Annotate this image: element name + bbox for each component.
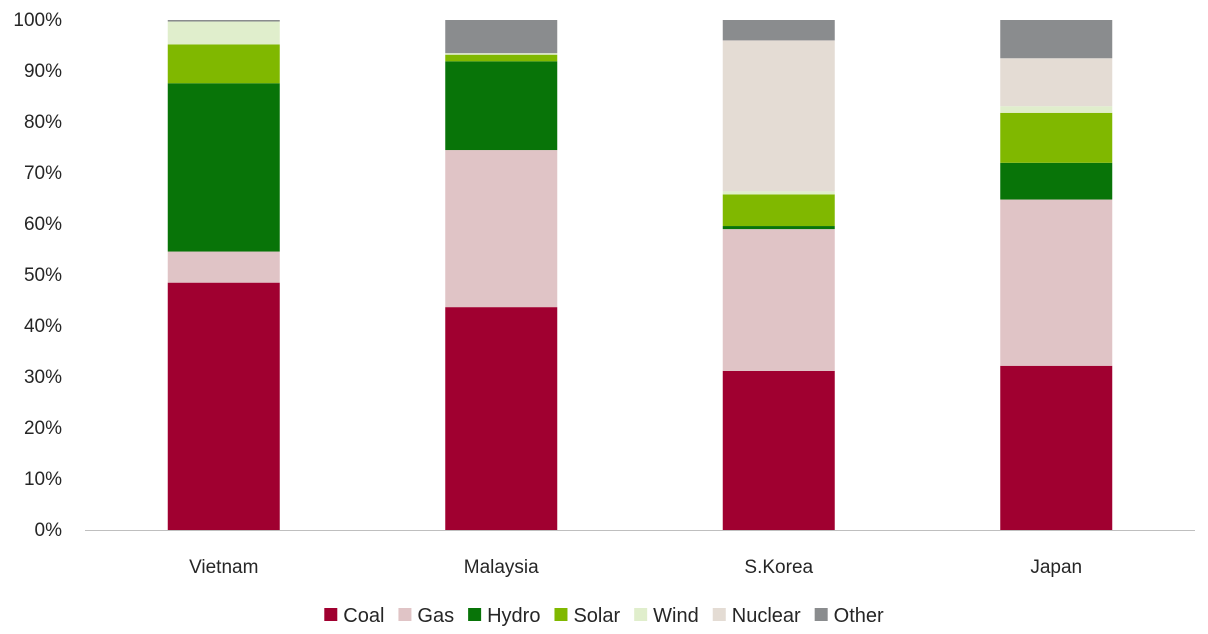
y-tick-label: 60% xyxy=(24,214,62,235)
y-tick-label: 20% xyxy=(24,418,62,439)
bar-segment-hydro xyxy=(445,61,558,151)
bar-stack-japan xyxy=(1000,20,1113,530)
bar-segment-wind xyxy=(722,191,835,195)
legend-item-solar: Solar xyxy=(554,605,621,627)
legend-item-wind: Wind xyxy=(634,605,699,627)
y-tick-label: 100% xyxy=(13,10,62,31)
x-tick-label: Malaysia xyxy=(464,557,539,578)
y-tick-label: 90% xyxy=(24,61,62,82)
bar-segment-coal xyxy=(445,307,558,530)
y-tick-label: 80% xyxy=(24,112,62,133)
legend-item-nuclear: Nuclear xyxy=(712,605,801,627)
bar-segment-solar xyxy=(722,194,835,227)
bar-segment-solar xyxy=(1000,112,1113,163)
legend-swatch xyxy=(554,608,568,621)
bar-segment-hydro xyxy=(167,83,280,252)
legend-label: Solar xyxy=(573,605,620,627)
legend-item-other: Other xyxy=(814,605,884,627)
legend-label: Coal xyxy=(343,605,384,627)
legend-label: Nuclear xyxy=(732,605,801,627)
bars xyxy=(167,20,1113,530)
bar-segment-nuclear xyxy=(722,40,835,192)
bar-segment-hydro xyxy=(722,226,835,230)
x-tick-label: S.Korea xyxy=(744,557,813,578)
legend-label: Hydro xyxy=(487,605,540,627)
y-tick-label: 10% xyxy=(24,469,62,490)
legend-label: Gas xyxy=(417,605,454,627)
y-axis: 0% 10% 20% 30% 40% 50% 60% 70% 80% 90% 100% xyxy=(13,10,62,541)
bar-segment-gas xyxy=(167,251,280,283)
bar-segment-solar xyxy=(445,54,558,62)
bar-segment-gas xyxy=(722,229,835,371)
y-tick-label: 40% xyxy=(24,316,62,337)
bar-stack-s-korea xyxy=(722,20,835,530)
y-tick-label: 30% xyxy=(24,367,62,388)
legend-item-hydro: Hydro xyxy=(468,605,540,627)
bar-segment-gas xyxy=(1000,199,1113,366)
bar-segment-other xyxy=(722,20,835,41)
bar-segment-coal xyxy=(1000,365,1113,530)
bar-segment-other xyxy=(445,20,558,54)
bar-segment-wind xyxy=(167,21,280,45)
bar-segment-coal xyxy=(722,370,835,530)
bar-segment-wind xyxy=(1000,106,1113,113)
bar-segment-hydro xyxy=(1000,162,1113,200)
legend-swatch xyxy=(398,608,412,621)
y-tick-label: 50% xyxy=(24,265,62,286)
legend-item-coal: Coal xyxy=(324,605,384,627)
legend-swatch xyxy=(814,608,828,621)
y-tick-label: 0% xyxy=(35,520,63,541)
legend-item-gas: Gas xyxy=(398,605,454,627)
x-tick-label: Vietnam xyxy=(189,557,258,578)
bar-segment-other xyxy=(1000,20,1113,59)
y-tick-label: 70% xyxy=(24,163,62,184)
legend-swatch xyxy=(712,608,726,621)
bar-stack-malaysia xyxy=(445,20,558,530)
legend-swatch xyxy=(634,608,648,621)
bar-segment-wind xyxy=(445,53,558,55)
legend-label: Other xyxy=(834,605,884,627)
bar-segment-coal xyxy=(167,282,280,530)
bar-segment-gas xyxy=(445,150,558,308)
x-tick-label: Japan xyxy=(1030,557,1082,578)
bar-segment-other xyxy=(167,20,280,22)
legend-swatch xyxy=(324,608,338,621)
legend: Coal Gas Hydro Solar Wind Nuclear Other xyxy=(324,605,884,627)
bar-segment-nuclear xyxy=(1000,58,1113,107)
x-axis: Vietnam Malaysia S.Korea Japan xyxy=(189,557,1082,578)
legend-label: Wind xyxy=(653,605,699,627)
bar-segment-solar xyxy=(167,44,280,84)
legend-swatch xyxy=(468,608,482,621)
bar-stack-vietnam xyxy=(167,20,280,530)
